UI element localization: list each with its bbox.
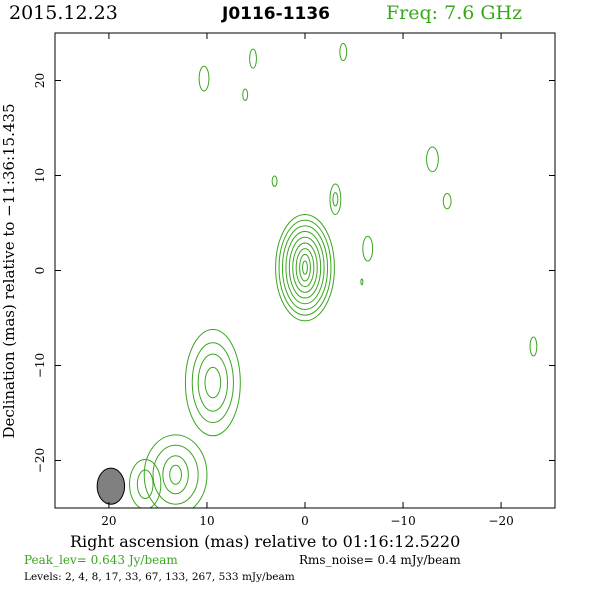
contour-core-level-7	[295, 248, 315, 288]
contour-blob-11-level-1	[360, 278, 364, 286]
contour-jet-knot-2-level-2	[152, 444, 199, 505]
contour-jet-knot-1-level-2	[191, 342, 234, 424]
contour-blob-10-level-1	[529, 336, 538, 357]
y-tick-label: 10	[33, 168, 47, 183]
contour-jet-knot-1-level-1	[184, 328, 241, 437]
contour-blob-3-level-1	[339, 42, 348, 62]
peak-level: Peak_lev= 0.643 Jy/beam	[24, 553, 178, 567]
beam-layer	[96, 467, 126, 505]
contour-jet-knot-1-level-3	[197, 353, 229, 412]
plot-frame	[54, 32, 556, 509]
y-tick-label: −20	[33, 448, 47, 473]
contour-core-level-6	[292, 242, 318, 293]
x-axis-label: Right ascension (mas) relative to 01:16:…	[70, 532, 461, 551]
x-tick-label: 10	[199, 514, 214, 528]
contour-core-level-4	[285, 231, 325, 305]
contour-core-level-5	[288, 236, 322, 299]
contour-blob-5-level-1	[426, 146, 439, 173]
observation-date: 2015.12.23	[9, 2, 118, 24]
contour-core-level-3	[281, 225, 329, 310]
contour-blob-7-level-1	[329, 183, 342, 215]
contour-blob-2-level-1	[249, 48, 257, 69]
contour-jet-knot-2-level-1	[143, 434, 208, 508]
x-tick-label: −10	[390, 514, 415, 528]
contour-blob-4-level-1	[242, 88, 249, 101]
source-name: J0116-1136	[222, 4, 331, 24]
contour-jet-knot-2-level-4	[169, 464, 182, 485]
contour-levels: Levels: 2, 4, 8, 17, 33, 67, 133, 267, 5…	[24, 571, 295, 583]
axis-ticks	[55, 33, 555, 508]
contour-blob-7-level-2	[332, 192, 339, 207]
contour-jet-knot-3-level-1	[129, 459, 162, 508]
contour-core-level-1	[275, 213, 335, 322]
contour-core-level-8	[299, 253, 311, 282]
contour-layer	[129, 42, 538, 508]
contour-blob-1-level-1	[198, 65, 210, 92]
contour-core-level-9	[302, 260, 308, 275]
axis-tick-labels: 20 10 0 −10 −20 20 10 0 −10 −20	[33, 73, 514, 528]
y-tick-label: 0	[33, 267, 47, 275]
contour-jet-knot-3-level-2	[136, 469, 154, 499]
contour-jet-knot-2-level-3	[162, 455, 189, 495]
restoring-beam	[96, 467, 126, 505]
y-tick-label: −10	[33, 353, 47, 378]
rms-noise: Rms_noise= 0.4 mJy/beam	[299, 553, 461, 567]
y-tick-label: 20	[33, 73, 47, 88]
contour-blob-8-level-1	[442, 193, 452, 210]
contour-blob-6-level-1	[271, 175, 278, 187]
contour-blob-9-level-1	[362, 235, 374, 262]
frequency-label: Freq: 7.6 GHz	[386, 2, 523, 24]
y-axis-label: Declination (mas) relative to −11:36:15.…	[0, 103, 18, 438]
x-tick-label: 0	[301, 514, 309, 528]
x-tick-label: −20	[488, 514, 513, 528]
contour-core-level-2	[278, 219, 332, 316]
contour-jet-knot-1-level-4	[204, 366, 222, 399]
x-tick-label: 20	[101, 514, 116, 528]
